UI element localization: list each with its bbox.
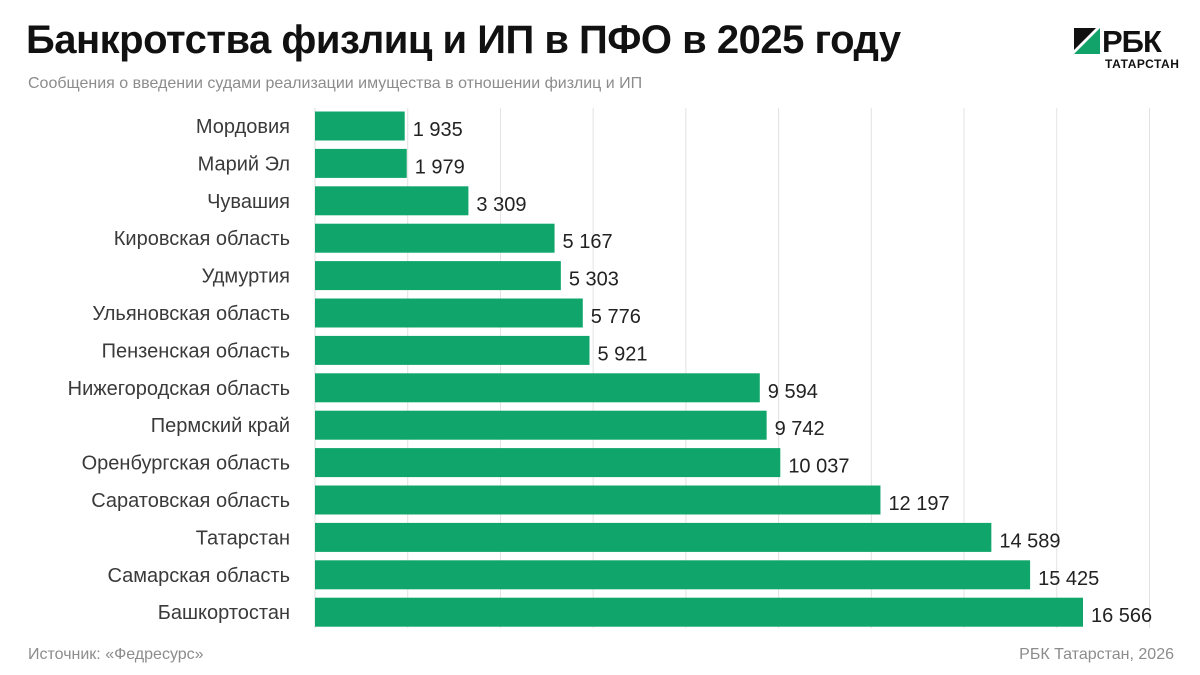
chart-subtitle: Сообщения о введении судами реализации и…	[28, 75, 643, 92]
value-label: 14 589	[999, 530, 1060, 552]
category-label: Удмуртия	[202, 266, 290, 288]
category-label: Татарстан	[196, 527, 290, 549]
category-label: Ульяновская область	[92, 303, 290, 325]
category-label: Оренбургская область	[82, 453, 290, 475]
value-label: 3 309	[476, 194, 526, 216]
category-label: Самарская область	[107, 565, 290, 587]
value-label: 1 935	[413, 119, 463, 141]
chart-title: Банкротства физлиц и ИП в ПФО в 2025 год…	[26, 18, 901, 62]
value-label: 1 979	[415, 156, 465, 178]
category-label: Кировская область	[114, 228, 290, 250]
value-label: 10 037	[788, 456, 849, 478]
value-label: 16 566	[1091, 605, 1152, 627]
category-label: Саратовская область	[91, 490, 290, 512]
labels: Мордовия 1 935 Марий Эл 1 979 Чувашия 3 309 Ки…	[68, 116, 1152, 627]
rbc-logo: РБК ТАТАРСТАН	[1074, 24, 1184, 72]
value-label: 12 197	[888, 493, 949, 515]
value-label: 15 425	[1038, 568, 1099, 590]
value-label: 5 303	[569, 269, 619, 291]
bar	[315, 597, 1083, 627]
logo-region: ТАТАРСТАН	[1105, 57, 1180, 71]
category-label: Пензенская область	[102, 340, 290, 362]
bar	[315, 335, 590, 365]
category-label: Марий Эл	[198, 153, 290, 175]
category-label: Башкортостан	[158, 602, 290, 624]
value-label: 5 167	[563, 231, 613, 253]
value-label: 9 742	[775, 418, 825, 440]
category-label: Чувашия	[207, 191, 290, 213]
source-note: Источник: «Федресурс»	[28, 646, 204, 663]
bar	[315, 373, 760, 403]
rbc-logo-icon	[1074, 28, 1100, 54]
value-label: 9 594	[768, 381, 818, 403]
bar	[315, 485, 881, 515]
bar	[315, 223, 555, 253]
category-label: Мордовия	[196, 116, 290, 138]
value-label: 5 921	[597, 343, 647, 365]
credit-note: РБК Татарстан, 2026	[1019, 646, 1174, 663]
bar	[315, 111, 405, 141]
value-label: 5 776	[591, 306, 641, 328]
bars	[315, 111, 1083, 627]
bar	[315, 522, 992, 552]
category-label: Пермский край	[151, 415, 290, 437]
logo-wordmark: РБК	[1102, 24, 1162, 59]
bar	[315, 410, 767, 440]
bar	[315, 148, 407, 178]
category-label: Нижегородская область	[68, 378, 290, 400]
bar	[315, 261, 561, 291]
bar	[315, 448, 781, 478]
bar	[315, 298, 583, 328]
bar	[315, 186, 469, 216]
bar	[315, 560, 1031, 590]
